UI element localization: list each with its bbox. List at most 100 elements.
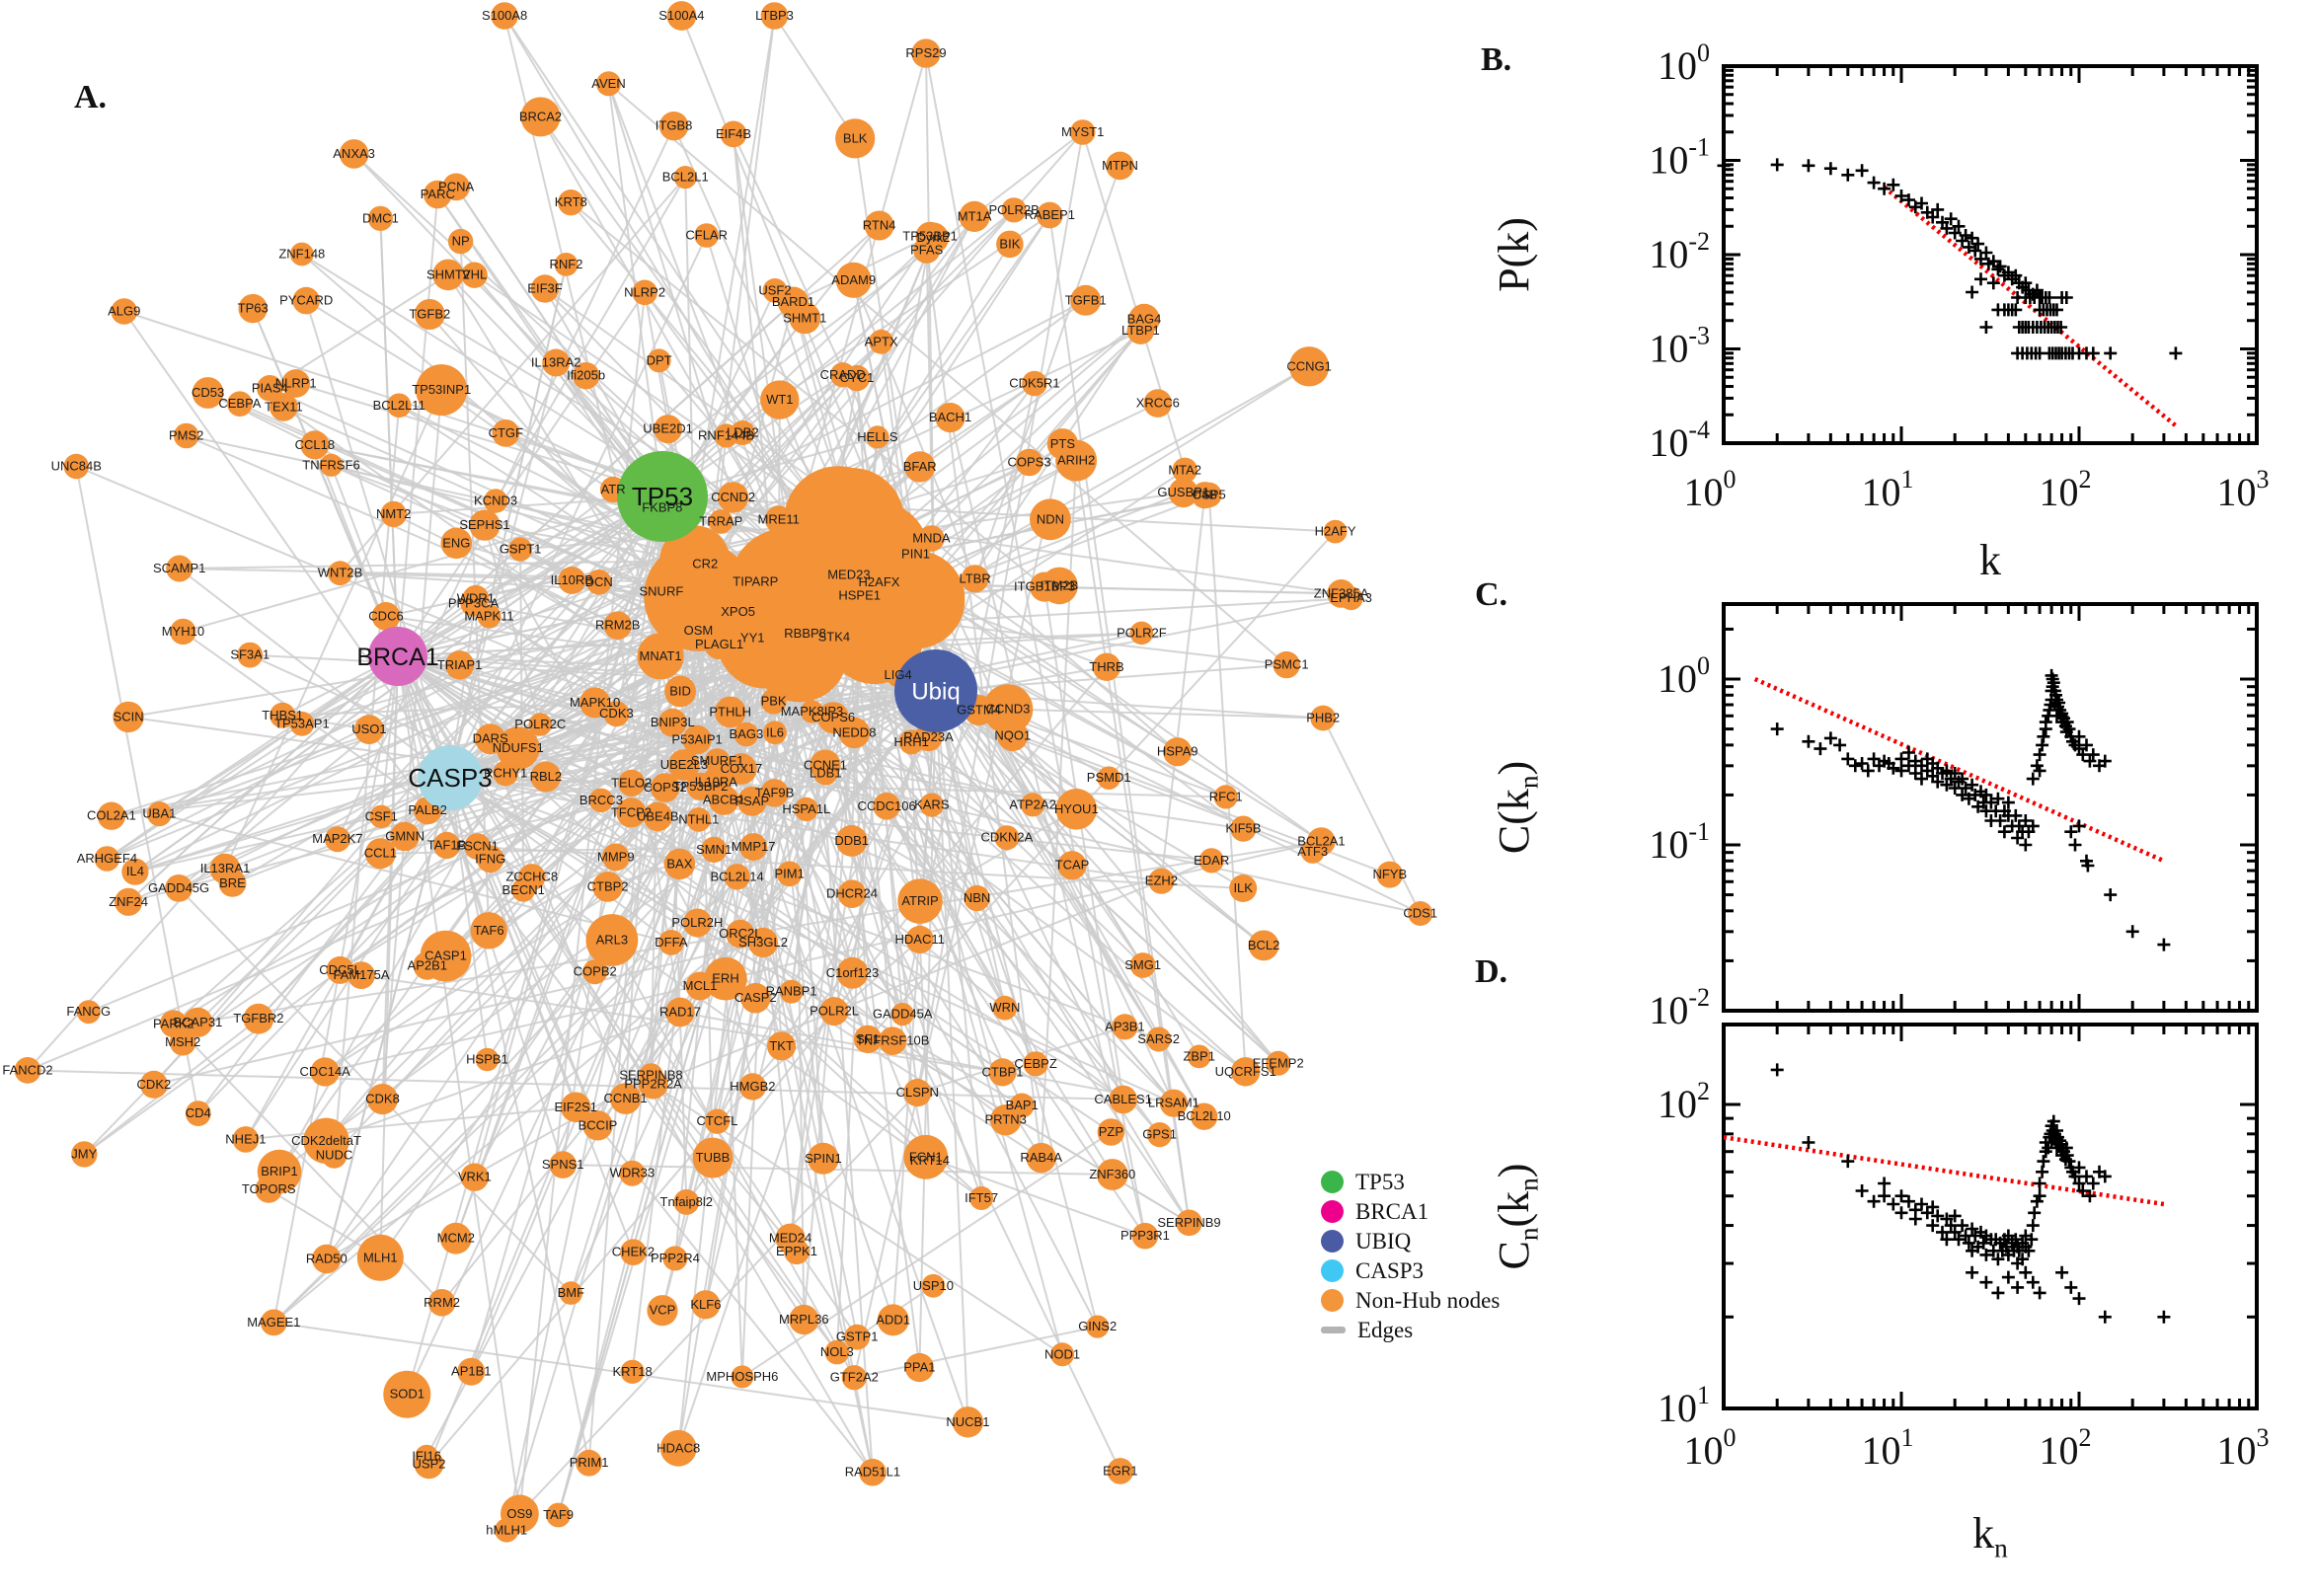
svg-text:USP10: USP10: [913, 1278, 954, 1293]
svg-text:PARC: PARC: [421, 187, 455, 201]
svg-text:TP53INP1: TP53INP1: [412, 382, 471, 397]
svg-text:TUBB: TUBB: [696, 1150, 731, 1165]
svg-text:PTHLH: PTHLH: [709, 704, 751, 719]
svg-text:WDR1: WDR1: [457, 590, 495, 605]
svg-text:C1orf123: C1orf123: [826, 965, 879, 980]
svg-text:CYC1: CYC1: [840, 370, 875, 385]
svg-text:UNC84B: UNC84B: [51, 459, 102, 474]
svg-text:FAM175A: FAM175A: [333, 967, 389, 982]
svg-text:FANCD2: FANCD2: [2, 1062, 52, 1077]
svg-text:COPS2: COPS2: [644, 780, 687, 795]
svg-text:CDK8: CDK8: [365, 1092, 400, 1106]
svg-text:SHMT1: SHMT1: [783, 310, 826, 325]
svg-text:HSPA9: HSPA9: [1157, 744, 1198, 759]
svg-text:CCND3: CCND3: [986, 702, 1031, 717]
svg-text:Tnfaip8l2: Tnfaip8l2: [660, 1194, 713, 1209]
svg-text:UBE2D1: UBE2D1: [643, 421, 693, 436]
svg-text:AVEN: AVEN: [591, 76, 625, 91]
svg-text:KCND3: KCND3: [474, 494, 517, 508]
svg-text:GINS2: GINS2: [1078, 1319, 1117, 1333]
svg-text:SPIN1: SPIN1: [805, 1151, 842, 1166]
svg-text:RAD17: RAD17: [659, 1005, 701, 1020]
svg-text:EGR1: EGR1: [1103, 1463, 1137, 1478]
tick-label: 102: [2040, 1423, 2092, 1473]
svg-text:MRPL36: MRPL36: [779, 1312, 829, 1327]
hub-node-tp53: [617, 451, 708, 542]
svg-text:POLR2F: POLR2F: [1117, 625, 1167, 640]
svg-text:SF1: SF1: [856, 1031, 880, 1046]
svg-text:RBBP8: RBBP8: [784, 626, 826, 641]
svg-text:CCNB1: CCNB1: [604, 1091, 648, 1105]
tick-label: 10-4: [1649, 416, 1710, 465]
svg-text:DFFA: DFFA: [655, 935, 688, 950]
scatter-points: [1770, 668, 2171, 951]
svg-text:POLR2H: POLR2H: [671, 915, 723, 930]
svg-text:CDC5L: CDC5L: [319, 962, 361, 977]
svg-text:CDK2: CDK2: [137, 1077, 172, 1092]
svg-text:BCL2L14: BCL2L14: [710, 869, 763, 883]
ticks-layer: [1722, 1025, 2259, 1410]
svg-text:TRIAP1: TRIAP1: [437, 657, 483, 672]
svg-text:PBK: PBK: [761, 694, 787, 709]
svg-text:CCL18: CCL18: [295, 437, 335, 452]
svg-text:BCAP31: BCAP31: [173, 1015, 222, 1029]
svg-text:CSF1: CSF1: [365, 808, 398, 823]
svg-text:BCL2: BCL2: [1248, 938, 1280, 952]
svg-text:HELLS: HELLS: [857, 429, 898, 444]
svg-text:MMP9: MMP9: [597, 849, 635, 864]
svg-text:CASP1: CASP1: [425, 949, 467, 963]
y-axis-label: P(k): [1490, 217, 1538, 292]
legend-item-5: Edges: [1321, 1318, 1500, 1342]
svg-text:ABCB1: ABCB1: [703, 793, 745, 807]
svg-text:MCM2: MCM2: [437, 1231, 475, 1246]
plot-frame: [1722, 602, 2259, 1013]
svg-text:CTBP1: CTBP1: [982, 1064, 1024, 1079]
svg-text:CTCFL: CTCFL: [697, 1113, 738, 1128]
svg-text:CDKN2A: CDKN2A: [981, 830, 1034, 845]
legend-item-0: TP53: [1321, 1170, 1500, 1194]
svg-text:GSPT1: GSPT1: [500, 542, 542, 557]
svg-text:BRCA2: BRCA2: [519, 109, 562, 123]
svg-text:SF3A1: SF3A1: [230, 647, 270, 662]
svg-text:TGFB1: TGFB1: [1065, 292, 1107, 307]
svg-text:SERPINB9: SERPINB9: [1157, 1215, 1220, 1230]
svg-text:ERH: ERH: [712, 971, 738, 986]
svg-text:ZNF148: ZNF148: [278, 247, 325, 262]
svg-text:IL13RA1: IL13RA1: [200, 861, 251, 875]
svg-text:TCAP: TCAP: [1055, 858, 1090, 873]
svg-text:CCNE1: CCNE1: [804, 757, 847, 772]
svg-text:CFLAR: CFLAR: [685, 228, 728, 243]
svg-text:NMT2: NMT2: [376, 506, 411, 521]
tick-label: 101: [1862, 465, 1914, 514]
svg-text:RNF144B: RNF144B: [698, 427, 754, 442]
svg-text:UBA1: UBA1: [142, 806, 176, 821]
svg-text:SCIN: SCIN: [114, 709, 144, 723]
svg-text:EZH2: EZH2: [1145, 874, 1178, 888]
svg-text:NLRP1: NLRP1: [275, 376, 317, 391]
svg-text:MCL1: MCL1: [683, 978, 718, 993]
svg-text:ITGB1BP3: ITGB1BP3: [1014, 579, 1075, 594]
svg-text:GSTP1: GSTP1: [836, 1330, 879, 1344]
fit-line: [1883, 185, 2179, 428]
svg-text:CDK5R1: CDK5R1: [1009, 376, 1059, 391]
svg-text:ZNF360: ZNF360: [1089, 1167, 1135, 1181]
fit-line: [1753, 676, 2165, 864]
svg-text:BID: BID: [669, 684, 691, 699]
svg-text:GADD45G: GADD45G: [148, 880, 209, 895]
svg-text:DHCR24: DHCR24: [826, 886, 878, 901]
svg-text:BRIP1: BRIP1: [261, 1164, 298, 1178]
tick-label: 100: [1684, 1423, 1737, 1473]
svg-text:SERPINB8: SERPINB8: [619, 1067, 682, 1082]
svg-text:ENG: ENG: [442, 535, 470, 550]
svg-text:KRT18: KRT18: [612, 1364, 652, 1379]
svg-text:SMURF1: SMURF1: [691, 753, 743, 768]
svg-text:BFAR: BFAR: [903, 459, 937, 474]
hub-node-ubiq: [894, 649, 977, 732]
svg-text:SMN1: SMN1: [696, 842, 732, 857]
svg-text:NUDC: NUDC: [316, 1148, 353, 1163]
scatter-points: [1717, 158, 2183, 360]
svg-text:NOD1: NOD1: [1044, 1346, 1080, 1361]
tick-label: 10-2: [1649, 983, 1710, 1025]
hub-node-casp3: [418, 745, 483, 810]
svg-text:MTA2: MTA2: [1168, 462, 1201, 477]
